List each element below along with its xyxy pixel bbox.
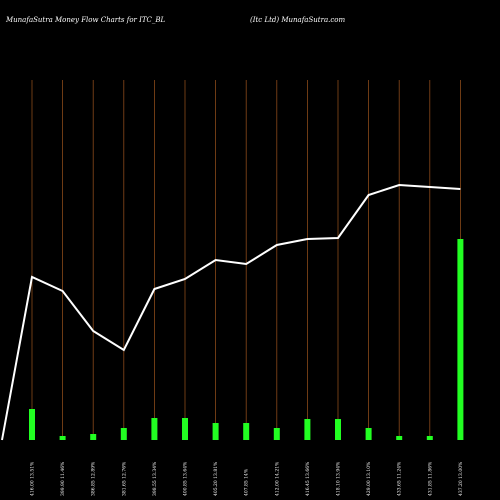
bar (59, 436, 66, 440)
x-tick-label: 416.00 13.51% (30, 461, 36, 496)
bar (426, 436, 433, 440)
bar (90, 434, 97, 440)
bar (29, 409, 35, 440)
chart-subtitle: (Itc Ltd) MunafaSutra.com (250, 16, 345, 24)
x-tick-label: 437.20 13.00% (458, 461, 464, 496)
bar (120, 428, 127, 440)
bar (365, 428, 372, 440)
x-tick-label: 400.85 13.64% (183, 461, 189, 496)
bar (151, 418, 158, 440)
x-tick-label: 381.65 12.76% (121, 461, 127, 496)
bar (457, 239, 464, 440)
x-tick-label: 431.85 11.86% (427, 461, 433, 496)
bar (304, 419, 311, 440)
bar (182, 418, 188, 440)
x-tick-label: 398.55 13.34% (152, 461, 158, 496)
x-tick-label: 418.10 13.94% (336, 461, 342, 496)
chart-title: MunafaSutra Money Flow Charts for ITC_BL (5, 16, 166, 24)
bar (273, 428, 280, 440)
bar (335, 419, 341, 440)
x-tick-label: 416.45 13.66% (305, 461, 311, 496)
x-tick-label: 407.85 14% (244, 468, 250, 496)
x-tick-label: 405.20 13.81% (213, 461, 219, 496)
x-tick-label: 386.85 12.89% (91, 461, 97, 496)
bar (243, 423, 250, 440)
bar (396, 436, 403, 440)
x-tick-label: 399.90 11.46% (60, 461, 66, 496)
bar (212, 423, 219, 440)
x-tick-label: 433.65 11.24% (397, 461, 403, 496)
price-line (1, 183, 461, 441)
x-tick-label: 429.00 13.10% (366, 461, 372, 496)
x-tick-label: 412.00 14.21% (274, 461, 280, 496)
